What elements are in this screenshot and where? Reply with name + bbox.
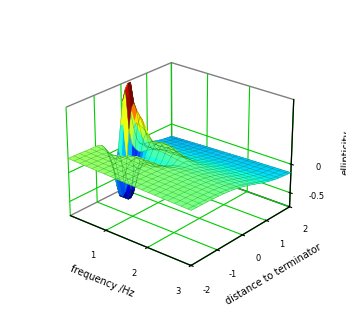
Y-axis label: distance to terminator: distance to terminator [224,242,324,306]
X-axis label: frequency /Hz: frequency /Hz [69,264,135,299]
